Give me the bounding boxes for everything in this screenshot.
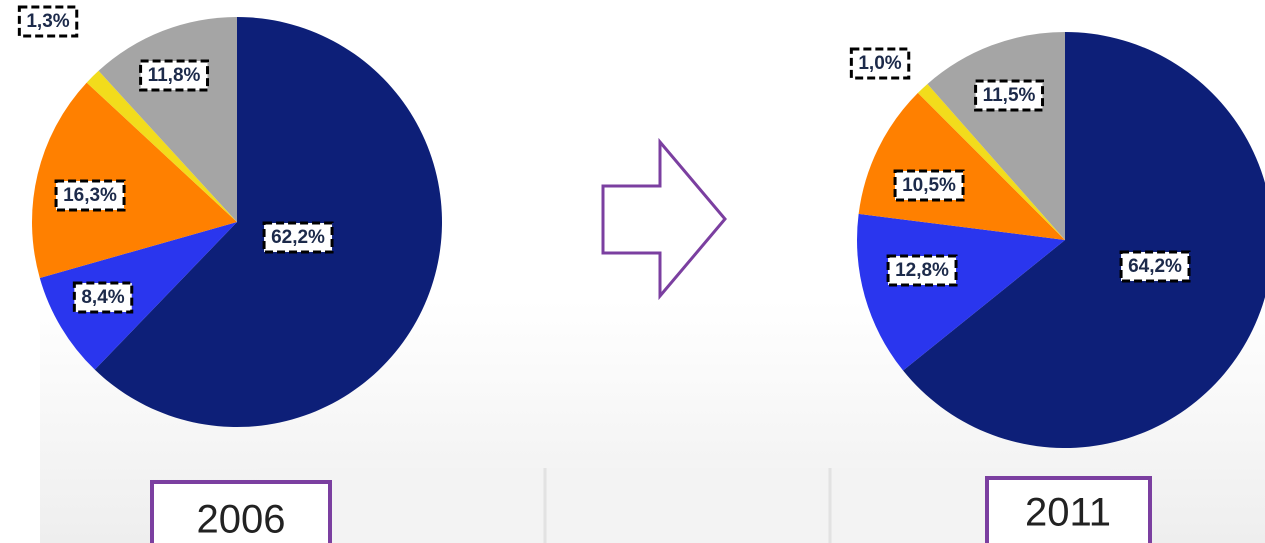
pie-slice	[32, 82, 237, 278]
pie-slice	[917, 83, 1065, 240]
value-label-box	[17, 5, 79, 38]
pie-slice	[86, 70, 238, 222]
value-label-box	[139, 59, 210, 92]
value-label: 11,5%	[983, 85, 1036, 106]
pie-slice	[903, 32, 1265, 448]
value-label-box	[72, 281, 134, 314]
year-box	[985, 476, 1152, 543]
year-box	[150, 480, 332, 543]
value-label-box	[886, 254, 958, 287]
chart-title: 2006	[197, 498, 286, 542]
value-label-box	[849, 47, 911, 80]
value-label: 1,0%	[858, 53, 901, 74]
value-label-box	[893, 169, 965, 202]
value-label-box	[1119, 250, 1191, 283]
background-panel	[260, 468, 1110, 543]
value-label-box	[974, 79, 1045, 112]
value-label-box	[54, 179, 126, 212]
arrow	[601, 137, 727, 301]
value-label-box	[262, 221, 334, 254]
value-label: 12,8%	[895, 260, 949, 281]
value-label: 64,2%	[1128, 256, 1182, 277]
value-label: 1,3%	[26, 11, 69, 32]
pie-slice	[857, 213, 1065, 371]
value-label: 16,3%	[63, 185, 117, 206]
value-label: 10,5%	[902, 175, 956, 196]
pie-slice	[39, 222, 237, 370]
value-label: 11,8%	[148, 65, 201, 86]
pie-slice	[858, 92, 1065, 241]
chart-title: 2011	[1025, 491, 1111, 535]
value-label: 62,2%	[271, 227, 325, 248]
value-label: 8,4%	[81, 287, 124, 308]
